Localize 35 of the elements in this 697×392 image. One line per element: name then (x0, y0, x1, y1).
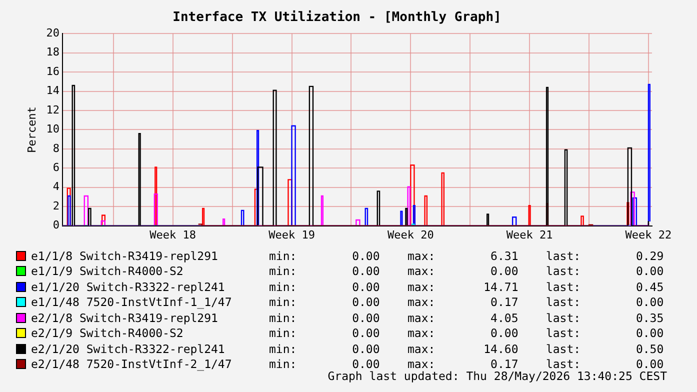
x-tick-label: Week 22 (625, 228, 672, 242)
text: min: 0.00 max: 0.17 last: 0.00 (269, 295, 664, 310)
text: min: 0.00 max: 0.00 last: 0.00 (269, 264, 664, 278)
y-tick-label: 2 (52, 199, 60, 212)
y-tick-label: 14 (46, 84, 60, 98)
legend-label: e2/1/48 7520-InstVtInf-2_1/47 (31, 357, 233, 372)
text: min: 0.00 max: 6.31 last: 0.29 (269, 248, 664, 263)
legend-label: e1/1/48 7520-InstVtInf-1_1/47 (31, 295, 233, 310)
text: min: 0.00 max: 0.17 last: 0.00 (269, 357, 664, 372)
y-tick-label: 6 (52, 161, 60, 174)
text: min: 0.00 max: 14.60 last: 0.50 (269, 342, 664, 356)
y-axis-title: Percent (25, 106, 38, 153)
y-tick-label: 12 (46, 103, 60, 116)
legend-label: e1/1/8 Switch-R3419-repl291 (31, 248, 219, 263)
legend-label: e1/1/20 Switch-R3322-repl241 (31, 280, 226, 294)
x-tick-label: Week 18 (150, 228, 196, 242)
chart-title: Interface TX Utilization - [Monthly Graph] (172, 10, 502, 26)
x-tick-label: Week 19 (268, 228, 315, 242)
text: min: 0.00 max: 0.00 last: 0.00 (269, 326, 664, 340)
x-tick-label: Week 21 (506, 228, 553, 242)
text: min: 0.00 max: 14.71 last: 0.45 (269, 280, 664, 294)
text: min: 0.00 max: 4.05 last: 0.35 (269, 310, 664, 325)
legend-label: e2/1/9 Switch-R4000-S2 (31, 326, 184, 340)
legend-label: e2/1/20 Switch-R3322-repl241 (31, 342, 226, 356)
text: Graph last updated: Thu 28/May/2026 13:40:25 CEST (328, 369, 667, 383)
y-tick-label: 4 (52, 180, 60, 194)
legend-label: e2/1/8 Switch-R3419-repl291 (31, 310, 219, 325)
x-tick-label: Week 20 (387, 228, 434, 242)
y-tick-label: 10 (46, 122, 60, 136)
legend-label: e1/1/9 Switch-R4000-S2 (31, 264, 184, 278)
y-tick-label: 8 (52, 142, 60, 155)
y-tick-label: 20 (46, 26, 60, 40)
y-tick-label: 0 (52, 218, 60, 232)
y-tick-label: 18 (46, 46, 60, 59)
y-tick-label: 16 (46, 64, 60, 78)
